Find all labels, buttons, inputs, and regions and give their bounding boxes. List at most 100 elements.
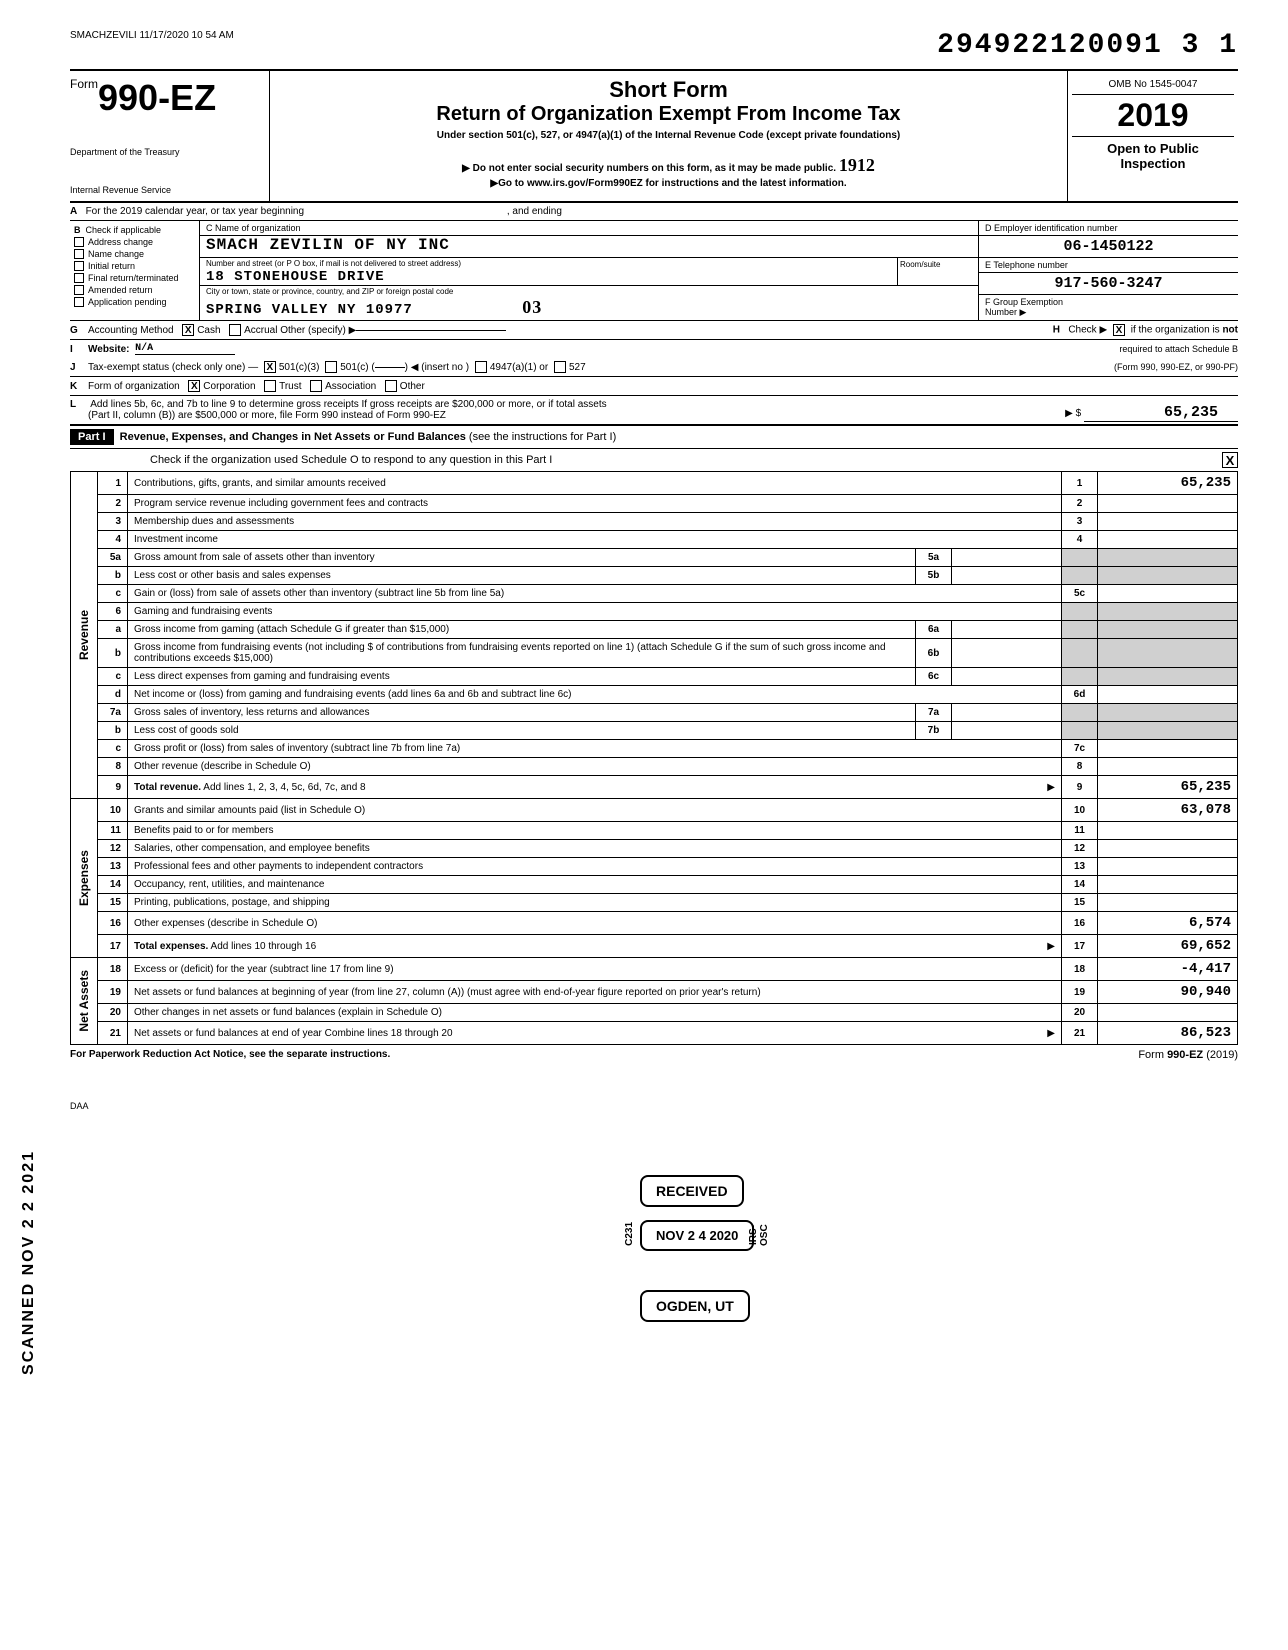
line-desc: Gaming and fundraising events xyxy=(128,603,1062,621)
corp-checkbox[interactable]: X xyxy=(188,380,200,392)
sub-amt[interactable] xyxy=(952,668,1062,686)
table-row: 14Occupancy, rent, utilities, and mainte… xyxy=(71,876,1238,894)
city-left: City or town, state or province, country… xyxy=(200,286,978,318)
line-amt[interactable]: 6,574 xyxy=(1098,912,1238,935)
accrual-checkbox[interactable] xyxy=(229,324,241,336)
line-amt[interactable] xyxy=(1098,686,1238,704)
trust-checkbox[interactable] xyxy=(264,380,276,392)
checkbox-icon[interactable] xyxy=(74,285,84,295)
line-desc: Other expenses (describe in Schedule O) xyxy=(128,912,1062,935)
table-row: 15Printing, publications, postage, and s… xyxy=(71,894,1238,912)
sub-amt[interactable] xyxy=(952,567,1062,585)
line-amt[interactable] xyxy=(1098,495,1238,513)
501c-checkbox[interactable] xyxy=(325,361,337,373)
table-row: 7aGross sales of inventory, less returns… xyxy=(71,704,1238,722)
checkbox-icon[interactable] xyxy=(74,237,84,247)
line-desc: Gross income from gaming (attach Schedul… xyxy=(128,621,916,639)
line-box: 20 xyxy=(1062,1004,1098,1022)
527-checkbox[interactable] xyxy=(554,361,566,373)
line-box: 17 xyxy=(1062,935,1098,958)
line-amt[interactable] xyxy=(1098,822,1238,840)
line-desc: Gross profit or (loss) from sales of inv… xyxy=(128,740,1062,758)
line-box-shade xyxy=(1062,567,1098,585)
checkbox-icon[interactable] xyxy=(74,261,84,271)
table-row: 21Net assets or fund balances at end of … xyxy=(71,1022,1238,1045)
line-box-shade xyxy=(1062,549,1098,567)
line-number: 16 xyxy=(98,912,128,935)
501c-num[interactable] xyxy=(375,367,405,368)
part1-check-text: Check if the organization used Schedule … xyxy=(150,454,552,466)
row-a: A For the 2019 calendar year, or tax yea… xyxy=(70,203,1238,221)
line-desc: Contributions, gifts, grants, and simila… xyxy=(128,472,1062,495)
stamp-date-text: NOV 2 4 2020 xyxy=(656,1228,738,1243)
line-number: 18 xyxy=(98,958,128,981)
line-amt[interactable]: 86,523 xyxy=(1098,1022,1238,1045)
line-box: 5c xyxy=(1062,585,1098,603)
table-row: cGross profit or (loss) from sales of in… xyxy=(71,740,1238,758)
line-amt[interactable] xyxy=(1098,894,1238,912)
line-amt[interactable]: 69,652 xyxy=(1098,935,1238,958)
h-text2: if the organization is xyxy=(1131,325,1220,336)
line-amt[interactable] xyxy=(1098,758,1238,776)
c231: C231 xyxy=(624,1222,635,1246)
line-amt[interactable] xyxy=(1098,513,1238,531)
open1: Open to Public xyxy=(1076,141,1230,156)
line-amt[interactable] xyxy=(1098,740,1238,758)
cash-checkbox[interactable]: X xyxy=(182,324,194,336)
trust: Trust xyxy=(279,381,301,392)
line-amt-shade xyxy=(1098,639,1238,668)
4947-checkbox[interactable] xyxy=(475,361,487,373)
line-desc: Other revenue (describe in Schedule O) xyxy=(128,758,1062,776)
line-amt-shade xyxy=(1098,621,1238,639)
line-number: 17 xyxy=(98,935,128,958)
line-number: 19 xyxy=(98,981,128,1004)
sub-amt[interactable] xyxy=(952,621,1062,639)
line-amt[interactable]: 65,235 xyxy=(1098,776,1238,799)
cb-amended[interactable]: Amended return xyxy=(74,285,195,295)
line-desc: Professional fees and other payments to … xyxy=(128,858,1062,876)
website-val[interactable]: N/A xyxy=(135,343,235,355)
line-desc: Investment income xyxy=(128,531,1062,549)
line-amt[interactable] xyxy=(1098,585,1238,603)
other-checkbox[interactable] xyxy=(385,380,397,392)
part1-checkbox[interactable]: X xyxy=(1222,452,1238,468)
scanned-stamp: SCANNED NOV 2 2 2021 xyxy=(20,1150,38,1375)
ein: 06-1450122 xyxy=(979,236,1238,258)
line-amt[interactable] xyxy=(1098,531,1238,549)
other-line[interactable] xyxy=(356,330,506,331)
part1-header: Part I Revenue, Expenses, and Changes in… xyxy=(70,426,1238,449)
cb-name[interactable]: Name change xyxy=(74,249,195,259)
h-checkbox[interactable]: X xyxy=(1113,324,1125,336)
line-amt[interactable] xyxy=(1098,876,1238,894)
sub-amt[interactable] xyxy=(952,549,1062,567)
cb-final[interactable]: Final return/terminated xyxy=(74,273,195,283)
line-amt[interactable]: 65,235 xyxy=(1098,472,1238,495)
line-amt[interactable]: 63,078 xyxy=(1098,799,1238,822)
assoc-checkbox[interactable] xyxy=(310,380,322,392)
line-box: 14 xyxy=(1062,876,1098,894)
line-amt[interactable] xyxy=(1098,858,1238,876)
row-a-text: For the 2019 calendar year, or tax year … xyxy=(86,206,304,217)
line-number: b xyxy=(98,639,128,668)
cb-address[interactable]: Address change xyxy=(74,237,195,247)
sub-amt[interactable] xyxy=(952,639,1062,668)
line-desc: Other changes in net assets or fund bala… xyxy=(128,1004,1062,1022)
short-form: Short Form xyxy=(276,77,1061,103)
line-number: 15 xyxy=(98,894,128,912)
line-number: c xyxy=(98,668,128,686)
line-number: 7a xyxy=(98,704,128,722)
501c3-checkbox[interactable]: X xyxy=(264,361,276,373)
cb-initial[interactable]: Initial return xyxy=(74,261,195,271)
line-amt[interactable]: -4,417 xyxy=(1098,958,1238,981)
line-amt[interactable] xyxy=(1098,1004,1238,1022)
line-amt[interactable]: 90,940 xyxy=(1098,981,1238,1004)
stamp-date: C231 NOV 2 4 2020 IRS-OSC xyxy=(640,1220,754,1251)
line-amt[interactable] xyxy=(1098,840,1238,858)
line-desc: Occupancy, rent, utilities, and maintena… xyxy=(128,876,1062,894)
checkbox-icon[interactable] xyxy=(74,273,84,283)
checkbox-icon[interactable] xyxy=(74,249,84,259)
cb-pending[interactable]: Application pending xyxy=(74,297,195,307)
sub-amt[interactable] xyxy=(952,704,1062,722)
sub-amt[interactable] xyxy=(952,722,1062,740)
checkbox-icon[interactable] xyxy=(74,297,84,307)
